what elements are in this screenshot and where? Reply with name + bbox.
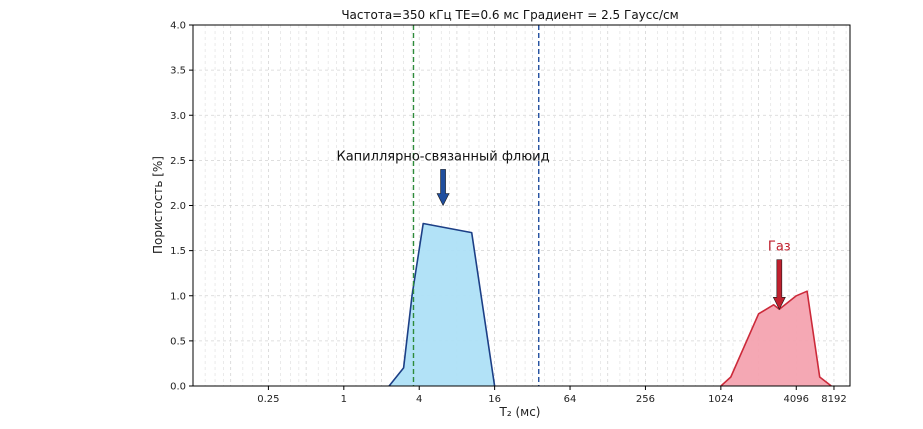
- x-tick-label: 16: [488, 394, 501, 405]
- x-tick-label: 4096: [784, 394, 809, 405]
- y-tick-label: 2.5: [170, 156, 186, 167]
- x-tick-label: 0.25: [257, 394, 279, 405]
- y-tick-label: 1.0: [170, 291, 186, 302]
- chart-title: Частота=350 кГц TE=0.6 мс Градиент = 2.5…: [341, 8, 678, 22]
- x-tick-label: 4: [416, 394, 422, 405]
- annotation-arrow-2: [772, 259, 786, 310]
- series-layer: [388, 222, 832, 387]
- x-tick-label: 1: [341, 394, 347, 405]
- threshold-lines: [412, 25, 540, 386]
- x-axis: 0.25 1 4 16 64 256 1024 4096 8192: [257, 386, 847, 405]
- y-axis-label: Пористость [%]: [151, 156, 165, 254]
- x-axis-label: T₂ (мс): [499, 405, 541, 419]
- series-line-1: [388, 222, 496, 387]
- y-tick-label: 4.0: [170, 21, 186, 32]
- y-tick-label: 2.0: [170, 201, 186, 212]
- x-tick-label: 8192: [821, 394, 846, 405]
- x-tick-label: 256: [636, 394, 655, 405]
- y-tick-label: 0.0: [170, 382, 186, 393]
- series-area-2: [720, 291, 832, 386]
- grid: [193, 24, 850, 387]
- annotations: Капиллярно-связанный флюид Газ: [336, 149, 791, 310]
- annotation-label-2: Газ: [768, 240, 791, 255]
- series-area-1: [389, 223, 495, 386]
- x-tick-label: 64: [564, 394, 577, 405]
- y-tick-label: 1.5: [170, 246, 186, 257]
- y-tick-label: 3.0: [170, 111, 186, 122]
- y-tick-label: 0.5: [170, 336, 186, 347]
- y-axis: 0.0 0.5 1.0 1.5 2.0 2.5 3.0 3.5 4.0: [170, 21, 193, 393]
- annotation-arrow-1: [436, 169, 450, 207]
- x-tick-label: 1024: [708, 394, 733, 405]
- y-tick-label: 3.5: [170, 66, 186, 77]
- annotation-label-1: Капиллярно-связанный флюид: [336, 149, 549, 164]
